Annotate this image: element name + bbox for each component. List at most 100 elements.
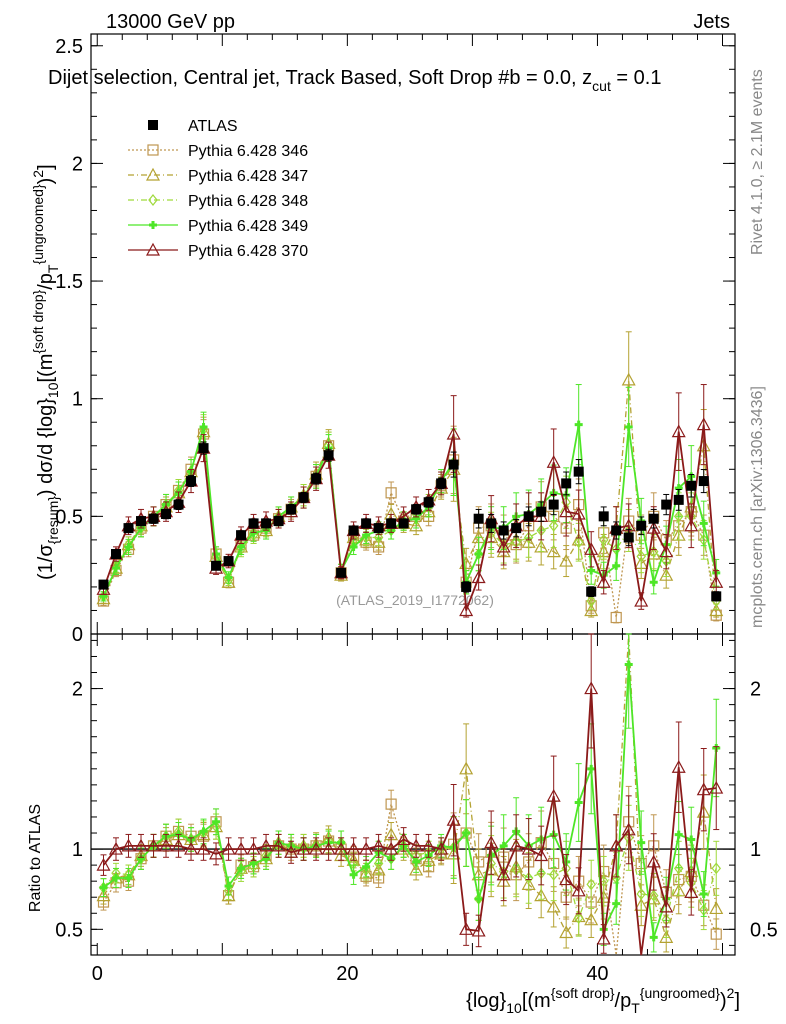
ratio-point-p370 — [396, 832, 411, 846]
ratio-point-p347 — [534, 888, 549, 902]
ratio-point-p349 — [474, 894, 483, 903]
ratio-point-p346 — [385, 798, 397, 810]
legend-marker-p370 — [145, 242, 161, 256]
legend-entry-p346: Pythia 6.428 346 — [128, 143, 308, 160]
ratio-point-p370 — [121, 838, 136, 852]
ratio-point-p370 — [296, 841, 311, 855]
ratio-point-p370 — [234, 841, 249, 855]
ratio-point-p370 — [171, 838, 186, 852]
ratio-point-p370 — [159, 838, 174, 852]
main-point-p347 — [371, 534, 386, 548]
ratio-point-p370 — [334, 841, 349, 855]
main-point-atlas — [286, 504, 297, 515]
main-point-p347 — [584, 603, 599, 617]
main-point-atlas — [423, 497, 434, 508]
main-point-atlas — [511, 523, 522, 534]
main-point-atlas — [361, 518, 372, 529]
main-point-atlas — [211, 560, 222, 571]
ratio-point-p370 — [259, 838, 274, 852]
main-point-atlas — [623, 532, 634, 543]
main-point-p370 — [496, 539, 511, 553]
main-point-p370 — [459, 603, 474, 617]
main-point-p349 — [224, 573, 233, 582]
main-point-p370 — [571, 506, 586, 520]
ratio-point-p348 — [673, 862, 684, 875]
x-tick-label: 40 — [586, 963, 608, 985]
main-point-p370 — [671, 424, 686, 438]
x-axis-label: {log}10[(m{soft drop}/pT{ungroomed})2] — [466, 985, 740, 1016]
energy-label: 13000 GeV pp — [106, 11, 235, 33]
ratio-point-p370 — [484, 835, 499, 849]
main-point-atlas — [598, 511, 609, 522]
main-point-atlas — [273, 516, 284, 527]
main-point-p347 — [559, 553, 574, 567]
ratio-point-p349 — [224, 881, 233, 890]
main-point-p349 — [699, 519, 708, 528]
main-y-tick-label: 0.5 — [55, 506, 83, 528]
ratio-point-p347 — [459, 761, 474, 775]
main-point-atlas — [223, 556, 234, 567]
main-point-atlas — [173, 499, 184, 510]
legend-entry-p348: Pythia 6.428 348 — [128, 193, 308, 210]
main-point-atlas — [486, 518, 497, 529]
ratio-point-p348 — [636, 888, 646, 900]
legend-entry-p370: Pythia 6.428 370 — [128, 242, 308, 260]
ratio-point-p349 — [212, 817, 221, 826]
main-point-p348 — [586, 595, 596, 608]
ratio-y-tick-label: 0.5 — [55, 919, 83, 941]
main-point-p349 — [612, 561, 621, 570]
ratio-point-p370 — [321, 841, 336, 855]
main-point-p349 — [649, 578, 658, 587]
main-point-atlas — [611, 525, 622, 536]
main-point-atlas — [298, 492, 309, 503]
ratio-point-p349 — [687, 835, 696, 844]
legend-marker-p346 — [147, 144, 159, 156]
main-point-p370 — [471, 570, 486, 584]
main-point-p370 — [709, 574, 724, 588]
legend-entry-p347: Pythia 6.428 347 — [128, 167, 308, 185]
main-point-atlas — [436, 478, 447, 489]
ratio-point-p347 — [371, 862, 386, 876]
main-point-atlas — [111, 549, 122, 559]
ratio-point-p370 — [246, 841, 261, 855]
ratio-point-p370 — [284, 845, 299, 858]
ratio-point-p347 — [546, 899, 561, 913]
ratio-point-p349 — [574, 798, 583, 807]
main-point-atlas — [248, 518, 259, 529]
ratio-point-p370 — [521, 841, 536, 855]
ratio-point-p348 — [648, 889, 659, 902]
ratio-point-p349 — [587, 764, 596, 773]
ratio-point-p370 — [571, 883, 586, 897]
ratio-point-p348 — [223, 884, 234, 897]
ratio-point-p346 — [710, 928, 722, 940]
main-point-atlas — [161, 509, 172, 519]
ratio-y-tick-label-right: 1 — [750, 839, 761, 861]
ratio-point-p349 — [649, 933, 658, 942]
main-line-p349 — [102, 424, 718, 597]
ratio-y-tick-label: 1 — [72, 839, 83, 861]
main-point-p349 — [237, 542, 246, 551]
mcplots-note: mcplots.cern.ch [arXiv:1306.3436] — [749, 386, 766, 628]
ratio-point-p348 — [573, 912, 584, 925]
main-point-p349 — [474, 550, 483, 558]
ratio-point-p370 — [646, 854, 661, 868]
ratio-point-p349 — [112, 873, 121, 882]
ratio-point-p349 — [362, 862, 371, 871]
ratio-point-p370 — [309, 841, 324, 855]
legend-marker-p347 — [145, 167, 161, 181]
main-point-p348 — [636, 550, 646, 563]
ratio-point-p370 — [196, 841, 211, 855]
plot-subtitle-tail: = 0.1 — [611, 67, 662, 89]
ratio-point-p347 — [659, 930, 674, 943]
plot-subtitle: Dijet selection, Central jet, Track Base… — [48, 67, 661, 94]
main-point-p348 — [673, 510, 684, 523]
legend-label-p349: Pythia 6.428 349 — [188, 218, 308, 235]
ratio-point-p370 — [184, 841, 199, 855]
main-point-p348 — [373, 531, 384, 544]
main-point-atlas — [498, 525, 509, 536]
ratio-point-p347 — [559, 925, 574, 939]
main-point-p349 — [574, 420, 583, 429]
ratio-series-p370 — [96, 633, 724, 956]
main-point-atlas — [123, 523, 134, 534]
